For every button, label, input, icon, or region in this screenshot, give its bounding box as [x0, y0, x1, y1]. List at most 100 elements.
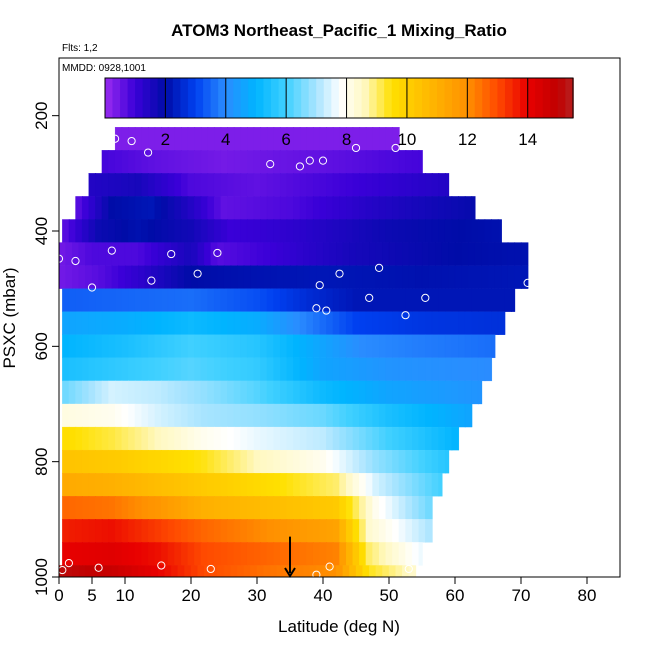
heatmap-cell — [246, 426, 255, 451]
heatmap-cell — [95, 403, 103, 428]
heatmap-cell — [207, 334, 215, 359]
heatmap-cell — [81, 403, 90, 428]
colorbar-cell — [444, 77, 453, 119]
heatmap-cell — [319, 473, 328, 497]
observation-point — [351, 143, 361, 153]
heatmap-cell — [118, 565, 126, 578]
heatmap-cell — [332, 357, 341, 382]
heatmap-cell — [266, 127, 275, 151]
heatmap-cell — [266, 426, 275, 451]
heatmap-cell — [326, 426, 334, 451]
heatmap-cell — [194, 311, 202, 335]
heatmap-cell — [425, 173, 433, 197]
heatmap-cell — [507, 242, 516, 266]
heatmap-cell — [418, 311, 427, 335]
heatmap-cell — [286, 357, 295, 382]
observation-point — [144, 148, 153, 157]
heatmap-cell — [487, 265, 496, 289]
heatmap-cell — [279, 426, 288, 451]
heatmap-cell — [230, 242, 238, 266]
heatmap-cell — [270, 565, 278, 578]
heatmap-cell — [451, 403, 460, 428]
heatmap-cell — [101, 473, 110, 497]
heatmap-cell — [141, 426, 149, 451]
heatmap-cell — [398, 496, 407, 520]
heatmap-cell — [174, 403, 182, 428]
heatmap-cell — [187, 496, 196, 520]
heatmap-cell — [184, 242, 192, 266]
heatmap-cell — [372, 380, 380, 405]
colorbar-cell — [127, 77, 136, 119]
heatmap-cell — [299, 311, 308, 335]
heatmap-cell — [154, 426, 163, 451]
heatmap-cell — [121, 173, 130, 197]
heatmap-cell — [431, 334, 440, 359]
heatmap-cell — [108, 542, 116, 566]
heatmap-cell — [194, 150, 202, 174]
heatmap-cell — [141, 403, 149, 428]
heatmap-cell — [345, 196, 354, 220]
heatmap-cell — [81, 496, 90, 520]
heatmap-cell — [293, 127, 301, 151]
heatmap-cell — [180, 288, 189, 312]
heatmap-cell — [227, 219, 235, 243]
heatmap-cell — [128, 519, 136, 543]
heatmap-cell — [154, 196, 163, 220]
heatmap-cell — [134, 357, 143, 382]
colorbar-cell — [150, 77, 159, 119]
heatmap-cell — [124, 265, 133, 289]
heatmap-cell — [418, 334, 427, 359]
heatmap-cell — [220, 519, 229, 543]
heatmap-cell — [227, 173, 235, 197]
heatmap-cell — [388, 565, 397, 578]
heatmap-cell — [293, 288, 301, 312]
heatmap-cell — [174, 173, 182, 197]
heatmap-cell — [128, 449, 136, 474]
heatmap-cell — [101, 219, 110, 243]
heatmap-cell — [299, 196, 308, 220]
heatmap-cell — [444, 357, 453, 382]
heatmap-cell — [88, 542, 97, 566]
colorbar-cell — [187, 77, 197, 119]
heatmap-cell — [392, 334, 400, 359]
heatmap-cell — [108, 150, 116, 174]
heatmap-cell — [62, 473, 70, 497]
heatmap-cell — [332, 196, 341, 220]
observation-point — [312, 570, 321, 579]
heatmap-cell — [240, 219, 248, 243]
heatmap-cell — [114, 219, 123, 243]
heatmap-cell — [213, 403, 222, 428]
heatmap-cell — [240, 542, 248, 566]
heatmap-cell — [154, 473, 163, 497]
heatmap-cell — [161, 496, 169, 520]
heatmap-cell — [101, 334, 110, 359]
heatmap-cell — [491, 219, 499, 243]
heatmap-cell — [312, 426, 321, 451]
heatmap-cell — [134, 519, 143, 543]
heatmap-cell — [167, 403, 176, 428]
heatmap-cell — [121, 357, 130, 382]
heatmap-cell — [227, 380, 235, 405]
heatmap-cell — [246, 334, 255, 359]
heatmap-cell — [213, 334, 222, 359]
heatmap-cell — [326, 288, 334, 312]
heatmap-cell — [147, 542, 156, 566]
heatmap-cell — [240, 288, 248, 312]
heatmap-cell — [134, 150, 143, 174]
heatmap-cell — [194, 403, 202, 428]
heatmap-cell — [312, 127, 321, 151]
heatmap-cell — [306, 403, 314, 428]
heatmap-cell — [128, 357, 136, 382]
heatmap-cell — [477, 219, 486, 243]
heatmap-cell — [411, 403, 420, 428]
heatmap-cell — [326, 196, 334, 220]
heatmap-cell — [411, 380, 420, 405]
heatmap-cell — [418, 173, 427, 197]
heatmap-cell — [194, 357, 202, 382]
heatmap-cell — [342, 242, 351, 266]
heatmap-cell — [352, 426, 361, 451]
flights-label: Flts: 1,2 — [62, 43, 98, 54]
colorbar-cell — [248, 77, 257, 119]
heatmap-cell — [190, 242, 199, 266]
heatmap-cell — [444, 403, 453, 428]
